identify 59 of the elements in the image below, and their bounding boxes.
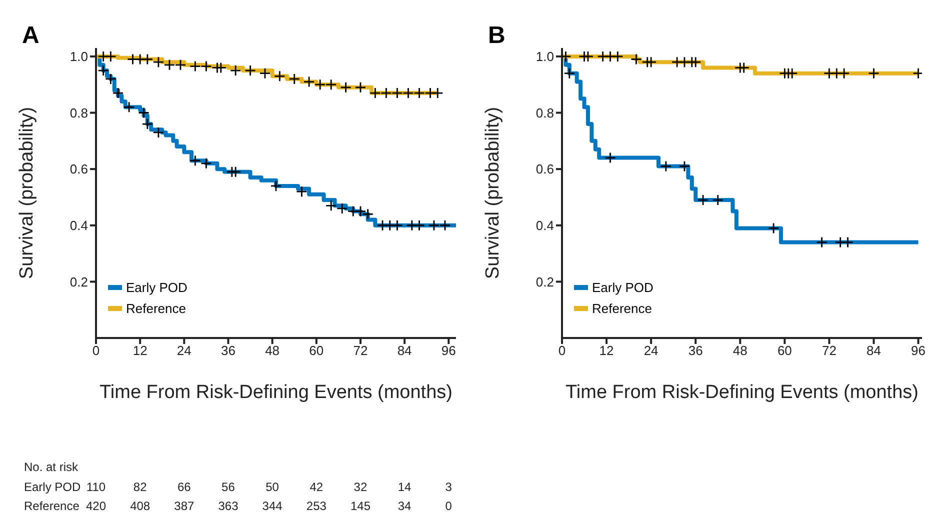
text: 344 bbox=[261, 499, 284, 513]
text: 14 bbox=[396, 480, 412, 494]
legend-label: Reference bbox=[126, 301, 186, 316]
y-tick-label: 0.4 bbox=[70, 218, 88, 233]
x-axis-title: Time From Risk-Defining Events (months) bbox=[566, 382, 918, 403]
x-tick-label: 72 bbox=[353, 343, 368, 358]
y-axis-title: Survival (probability) bbox=[16, 106, 38, 280]
text: 145 bbox=[349, 499, 372, 513]
x-tick-label: 0 bbox=[558, 343, 566, 358]
text: 66 bbox=[176, 480, 192, 494]
x-tick-label: 48 bbox=[265, 343, 280, 358]
text: 50 bbox=[264, 480, 280, 494]
text: 0 bbox=[444, 499, 453, 513]
x-tick-label: 0 bbox=[92, 343, 100, 358]
legend-label: Early POD bbox=[126, 280, 188, 295]
x-tick-label: 96 bbox=[911, 343, 926, 358]
y-tick-label: 0.2 bbox=[70, 274, 88, 290]
x-tick-label: 72 bbox=[822, 343, 836, 358]
chart-title: A bbox=[22, 22, 40, 50]
text: No. at risk bbox=[24, 460, 78, 474]
x-tick-label: 96 bbox=[441, 343, 456, 358]
text: 56 bbox=[220, 480, 236, 494]
x-tick-label: 84 bbox=[866, 343, 881, 358]
x-tick-label: 84 bbox=[397, 343, 412, 358]
y-axis-title: Survival (probability) bbox=[482, 106, 504, 280]
x-tick-label: 60 bbox=[777, 343, 792, 358]
x-tick-label: 36 bbox=[688, 343, 703, 358]
text: 253 bbox=[305, 499, 328, 513]
y-tick-label: 1.0 bbox=[536, 49, 554, 64]
text: 42 bbox=[308, 480, 324, 494]
y-tick-label: 0.6 bbox=[70, 162, 88, 177]
chart-title: B bbox=[488, 22, 506, 50]
text: 408 bbox=[129, 499, 152, 513]
x-tick-label: 48 bbox=[732, 343, 748, 358]
y-tick-label: 0.6 bbox=[536, 162, 554, 177]
text: Reference bbox=[24, 499, 80, 513]
x-tick-label: 12 bbox=[599, 343, 614, 358]
x-tick-label: 12 bbox=[132, 343, 148, 358]
text: 363 bbox=[217, 499, 240, 513]
legend-label: Early POD bbox=[592, 280, 654, 295]
text: 82 bbox=[132, 480, 148, 494]
y-tick-label: 0.4 bbox=[536, 218, 554, 233]
x-axis-title: Time From Risk-Defining Events (months) bbox=[100, 382, 452, 403]
x-tick-label: 24 bbox=[644, 343, 658, 358]
text: 3 bbox=[444, 480, 453, 494]
legend-label: Reference bbox=[592, 301, 652, 316]
text: 34 bbox=[396, 499, 412, 513]
y-tick-label: 0.8 bbox=[70, 105, 88, 120]
x-tick-label: 24 bbox=[176, 343, 192, 358]
text: 32 bbox=[352, 480, 368, 494]
x-tick-label: 36 bbox=[221, 343, 236, 358]
y-tick-label: 0.8 bbox=[536, 105, 554, 120]
text: Early POD bbox=[24, 480, 81, 494]
y-tick-label: 0.2 bbox=[536, 274, 554, 290]
y-tick-label: 1.0 bbox=[70, 49, 88, 64]
text: 387 bbox=[173, 499, 196, 513]
x-tick-label: 60 bbox=[309, 343, 324, 358]
text: 110 bbox=[86, 480, 106, 494]
text: 420 bbox=[86, 499, 106, 513]
